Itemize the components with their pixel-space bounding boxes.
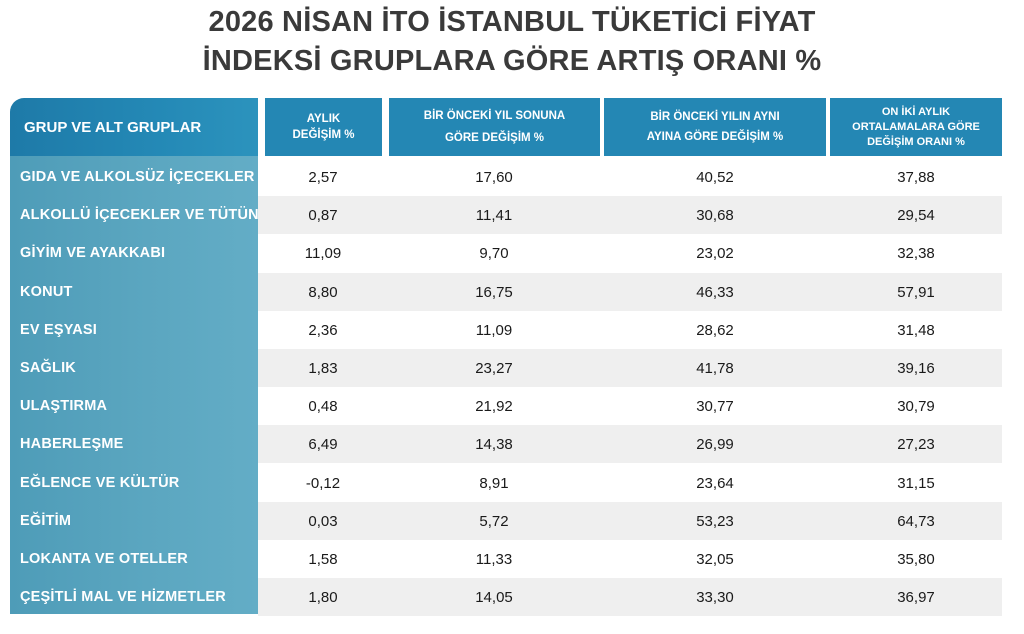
cell-avg12: 30,79 xyxy=(897,397,935,415)
cell-monthly: 6,49 xyxy=(308,435,338,453)
cell-ytd: 14,38 xyxy=(475,435,513,453)
header-avg-line-2: ORTALAMALARA GÖRE xyxy=(852,120,980,133)
cell-avg12: 64,73 xyxy=(897,512,935,530)
header-12m-average-change: ON İKİ AYLIK ORTALAMALARA GÖRE DEĞİŞİM O… xyxy=(830,98,1002,156)
cell-avg12: 57,91 xyxy=(897,283,935,301)
table-row xyxy=(258,273,1002,311)
cell-ytd: 11,09 xyxy=(475,321,513,339)
header-group: GRUP VE ALT GRUPLAR xyxy=(10,98,258,156)
header-yoy-line-1: BİR ÖNCEKİ YILIN AYNI xyxy=(650,111,780,123)
cell-ytd: 5,72 xyxy=(479,512,509,530)
table-row xyxy=(258,578,1002,616)
cell-avg12: 32,38 xyxy=(897,244,935,262)
header-yoy-change: BİR ÖNCEKİ YILIN AYNI AYINA GÖRE DEĞİŞİM… xyxy=(604,98,826,156)
row-group-label: GIDA VE ALKOLSÜZ İÇECEKLER xyxy=(20,169,255,185)
header-ytd-line-1: BİR ÖNCEKİ YIL SONUNA xyxy=(423,110,566,122)
cell-monthly: -0,12 xyxy=(305,474,341,492)
cell-yoy: 28,62 xyxy=(696,321,734,339)
cell-ytd: 23,27 xyxy=(475,359,513,377)
cell-monthly: 2,36 xyxy=(308,321,338,339)
header-monthly-change: AYLIK DEĞİŞİM % xyxy=(265,98,382,156)
header-ytd-line-2: GÖRE DEĞİŞİM % xyxy=(444,132,545,144)
cell-avg12: 29,54 xyxy=(897,206,935,224)
cell-avg12: 36,97 xyxy=(897,588,935,606)
header-ytd-change: BİR ÖNCEKİ YIL SONUNA GÖRE DEĞİŞİM % xyxy=(389,98,600,156)
row-group-label: ÇEŞİTLİ MAL VE HİZMETLER xyxy=(20,589,226,605)
row-group-label: HABERLEŞME xyxy=(20,436,124,452)
table-row xyxy=(258,502,1002,540)
table-row xyxy=(258,349,1002,387)
cell-avg12: 37,88 xyxy=(897,168,935,186)
row-group-label: GİYİM VE AYAKKABI xyxy=(20,245,166,261)
cell-avg12: 39,16 xyxy=(897,359,935,377)
cell-ytd: 14,05 xyxy=(475,588,513,606)
cell-yoy: 30,68 xyxy=(696,206,734,224)
cell-avg12: 35,80 xyxy=(897,550,935,568)
cell-monthly: 8,80 xyxy=(308,283,338,301)
cell-ytd: 11,41 xyxy=(475,206,513,224)
row-group-label: EĞLENCE VE KÜLTÜR xyxy=(20,475,180,491)
cell-monthly: 0,03 xyxy=(308,512,338,530)
header-avg-line-3: DEĞİŞİM ORANI % xyxy=(867,135,965,148)
cell-ytd: 21,92 xyxy=(475,397,513,415)
table-row xyxy=(258,425,1002,463)
cell-avg12: 27,23 xyxy=(897,435,935,453)
header-monthly-line-2: DEĞİŞİM % xyxy=(292,129,355,141)
group-column-background xyxy=(10,156,258,614)
cell-monthly: 1,80 xyxy=(308,588,338,606)
cell-yoy: 23,64 xyxy=(696,474,734,492)
header-yoy-line-2: AYINA GÖRE DEĞİŞİM % xyxy=(646,131,784,143)
chart-title-line-2: İNDEKSİ GRUPLARA GÖRE ARTIŞ ORANI % xyxy=(202,45,822,77)
cell-monthly: 1,58 xyxy=(308,550,338,568)
cell-yoy: 46,33 xyxy=(696,283,734,301)
cell-monthly: 11,09 xyxy=(304,244,342,262)
header-avg-line-1: ON İKİ AYLIK xyxy=(881,105,951,118)
row-group-label: KONUT xyxy=(20,284,73,300)
cell-ytd: 11,33 xyxy=(475,550,513,568)
chart-title-line-1: 2026 NİSAN İTO İSTANBUL TÜKETİCİ FİYAT xyxy=(208,6,816,38)
cell-yoy: 32,05 xyxy=(696,550,734,568)
cell-avg12: 31,48 xyxy=(897,321,935,339)
row-group-label: EĞİTİM xyxy=(20,513,72,529)
cell-yoy: 40,52 xyxy=(696,168,734,186)
cell-ytd: 9,70 xyxy=(479,244,509,262)
row-group-label: LOKANTA VE OTELLER xyxy=(20,551,188,567)
row-group-label: ULAŞTIRMA xyxy=(20,398,108,414)
cell-yoy: 23,02 xyxy=(696,244,734,262)
cell-yoy: 33,30 xyxy=(696,588,734,606)
cell-yoy: 53,23 xyxy=(696,512,734,530)
row-group-label: SAĞLIK xyxy=(20,360,76,376)
cell-monthly: 0,48 xyxy=(308,397,338,415)
cell-ytd: 16,75 xyxy=(475,283,513,301)
cell-monthly: 2,57 xyxy=(308,168,338,186)
row-group-label: ALKOLLÜ İÇECEKLER VE TÜTÜN xyxy=(20,207,259,223)
cell-avg12: 31,15 xyxy=(897,474,935,492)
cell-ytd: 17,60 xyxy=(475,168,513,186)
cell-yoy: 41,78 xyxy=(696,359,734,377)
table-row xyxy=(258,196,1002,234)
cell-monthly: 1,83 xyxy=(308,359,338,377)
cell-monthly: 0,87 xyxy=(308,206,338,224)
cell-yoy: 30,77 xyxy=(696,397,734,415)
header-monthly-line-1: AYLIK xyxy=(306,113,341,125)
row-group-label: EV EŞYASI xyxy=(20,322,98,338)
cell-yoy: 26,99 xyxy=(696,435,734,453)
cell-ytd: 8,91 xyxy=(479,474,509,492)
